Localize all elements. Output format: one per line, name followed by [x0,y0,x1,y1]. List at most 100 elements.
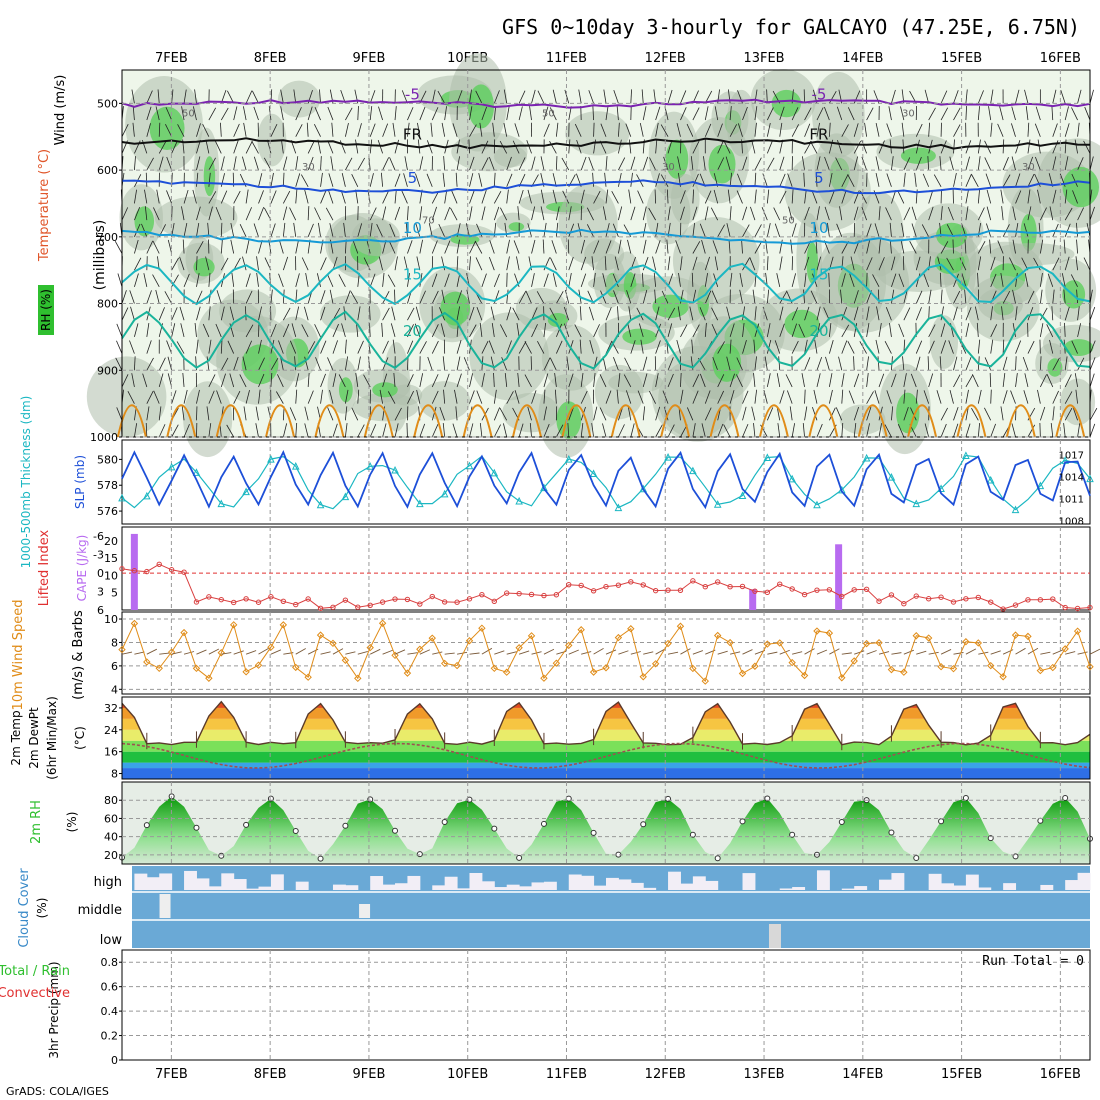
wind-barb [468,139,470,154]
wind-barb [675,240,681,254]
wind-barb [940,107,949,121]
high-cloud-bar [891,873,905,890]
wind-barb [990,89,994,104]
wind-barb [714,106,719,121]
wind-marker [155,664,163,673]
wind-barb [897,190,905,204]
wind-barb [481,157,489,171]
wind-barb [493,407,501,421]
rh-moist-blob [508,222,525,232]
wind-barb [504,372,508,387]
date-label-bottom: 13FEB [743,1067,784,1082]
wind-barb [488,340,495,354]
wind-barb [242,356,247,371]
wind-barb [691,339,694,354]
wind-barb [686,407,694,421]
wind-barb [692,206,698,221]
wind-barb [295,189,298,204]
cape-bar [749,589,757,610]
wind-barb [922,173,930,187]
wind-barb [208,206,213,221]
wind-barb [613,90,619,104]
wind-barb [655,406,661,421]
wind-barb [626,290,632,304]
wind-barb [295,156,299,171]
wind-barb [307,372,310,387]
wind-barb [578,89,582,104]
li-tick-label: -3 [93,549,104,562]
wind-barb [1077,357,1085,371]
wind-barb [1011,106,1016,121]
wind-barb [320,290,326,304]
wind-barb [989,372,992,387]
wind-barb [171,390,177,404]
wind-barb [749,257,756,271]
wind-barb [456,256,459,271]
high-cloud-bar [643,887,657,890]
wind-barb [641,89,644,104]
temp-band [122,762,1090,769]
wind-barb [469,124,477,137]
wind-barb [741,239,743,254]
wind-barb [853,290,859,304]
wind-barb [729,323,735,338]
wind-barb [1052,123,1058,137]
wind-barb [928,373,934,388]
wind-barb [121,307,129,321]
wind-barb [182,239,185,254]
wind-barb [761,207,768,221]
wind-barb [326,273,334,288]
li-marker [479,591,485,598]
wind-barb [488,156,495,171]
wind-barb [613,290,619,304]
wind-barb [667,89,673,104]
wind-barb [456,356,461,371]
wind-barb [116,323,123,338]
wind-barb [779,323,785,338]
wind-barb [627,406,632,421]
wind-barb [230,239,235,254]
li-marker [901,601,907,607]
wind-barb [549,307,557,321]
wind-barb [196,123,201,137]
wind-barb [592,172,594,187]
cape-tick-label: 10 [104,569,118,582]
wind-barb [229,306,235,321]
wind-barb [628,306,632,321]
high-cloud-bar [134,873,148,890]
wind-marker [304,673,312,681]
wind-barb [915,307,922,321]
wind-barb [417,122,421,137]
wind-marker [254,661,263,669]
wind-barb [655,424,663,438]
cape-bar [835,544,843,610]
wind-barb [145,422,148,438]
surface-barb [618,650,629,655]
li-marker [590,588,597,594]
wind-barb [1089,407,1098,421]
wind-barb [304,423,309,438]
wind-barb [779,190,787,204]
wind-barb [220,373,226,388]
wind-barb [977,256,982,271]
wind-barb [220,156,225,171]
wind-barb [853,373,860,388]
li-marker [801,591,808,598]
wind-barb [667,307,676,321]
wind-barb [655,240,661,254]
surface-barb [630,651,641,655]
wind-barb [208,172,211,187]
temp-band [122,740,1090,752]
li-marker [640,582,646,588]
wind-barb [465,223,470,237]
wind-barb [394,407,402,421]
wind-barb [549,140,557,154]
wind-barb [369,306,371,321]
wind-barb [146,406,150,421]
rh-moist-blob [665,139,689,179]
wind-barb [667,424,675,438]
wind-barb [451,190,458,204]
wind-barb [1027,156,1034,171]
wind-barb [527,189,532,204]
wind-barb [791,124,799,137]
